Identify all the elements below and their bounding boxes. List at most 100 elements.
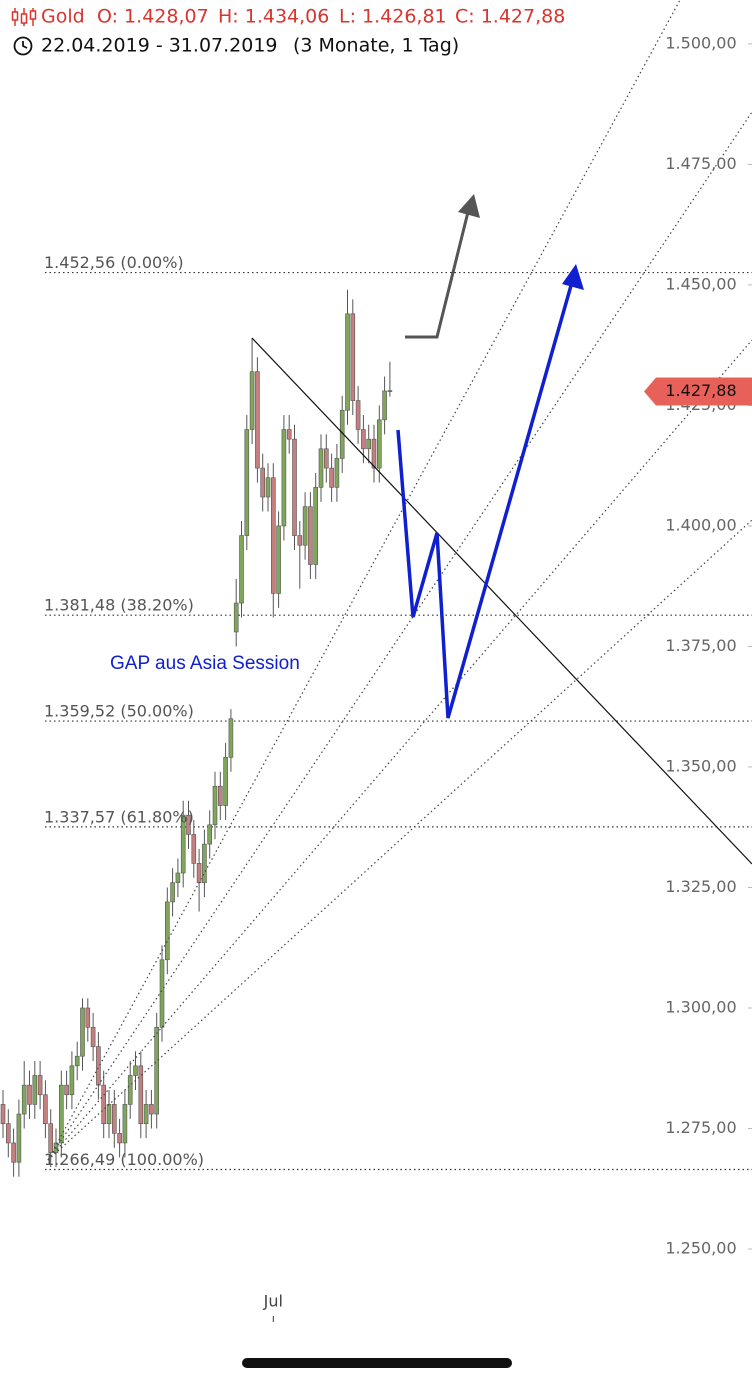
- price-tag-label: 1.427,88: [665, 381, 736, 400]
- candle-body: [0, 1104, 6, 1124]
- candle-body: [244, 429, 250, 536]
- clock-icon: [13, 36, 33, 56]
- candle-body: [180, 814, 186, 874]
- fib-label: 1.359,52 (50.00%): [44, 702, 194, 721]
- candle-body: [276, 525, 281, 594]
- candle-body: [313, 487, 319, 565]
- scenario-path: [396, 281, 574, 719]
- candle-body: [361, 429, 366, 450]
- close-value: C: 1.427,88: [455, 6, 565, 28]
- candle-body: [90, 1026, 96, 1047]
- candle-body: [122, 1104, 128, 1144]
- candle-body: [302, 506, 308, 546]
- candle-body: [159, 959, 165, 1028]
- candle-body: [64, 1084, 69, 1096]
- candle-body: [21, 1084, 27, 1115]
- candle-body: [345, 313, 350, 411]
- header: Gold O: 1.428,07 H: 1.434,06 L: 1.426,81…: [11, 6, 565, 57]
- high-value: H: 1.434,06: [218, 6, 329, 28]
- home-indicator: [242, 1358, 512, 1368]
- candle-body: [371, 438, 377, 469]
- candle-body: [382, 390, 387, 421]
- x-tick-label: Jul: [263, 1292, 283, 1311]
- candle-body: [58, 1084, 64, 1144]
- candle-body: [69, 1065, 75, 1096]
- candle-body: [292, 438, 297, 536]
- price-tag: [644, 377, 752, 406]
- candle-body: [80, 1007, 85, 1057]
- candle-body: [239, 535, 244, 604]
- symbol: Gold: [41, 6, 85, 28]
- candle-body: [255, 371, 260, 469]
- candle-body: [133, 1065, 138, 1076]
- fan-line: [47, 339, 752, 1161]
- candle-body: [270, 477, 276, 594]
- candle-body: [165, 901, 170, 961]
- candle-body: [323, 448, 329, 469]
- fib-label: 1.266,49 (100.00%): [44, 1150, 204, 1169]
- candle-body: [265, 477, 271, 498]
- arrow-head: [562, 264, 584, 290]
- candle-body: [74, 1055, 80, 1067]
- candle-body: [16, 1113, 22, 1163]
- candle-body: [127, 1075, 133, 1105]
- candle-body: [6, 1123, 11, 1144]
- y-tick-label: 1.275,00: [665, 1118, 736, 1137]
- candle-body: [43, 1094, 48, 1124]
- candle-body: [191, 834, 197, 864]
- y-tick-label: 1.300,00: [665, 997, 736, 1016]
- candle-body: [260, 467, 266, 498]
- candle-body: [170, 882, 175, 903]
- fan-line: [47, 0, 681, 1161]
- candle-body: [196, 863, 202, 883]
- candle-body: [355, 400, 361, 430]
- fib-label: 1.452,56 (0.00%): [44, 253, 184, 272]
- candle-body: [202, 843, 207, 883]
- fan-line: [47, 519, 752, 1161]
- y-tick-label: 1.450,00: [665, 274, 736, 293]
- candle-body: [143, 1104, 149, 1124]
- candle-body: [48, 1123, 54, 1153]
- candle-body: [106, 1104, 112, 1124]
- open-value: O: 1.428,07: [97, 6, 209, 28]
- low-value: L: 1.426,81: [339, 6, 447, 28]
- candle-body: [233, 602, 239, 633]
- y-tick-label: 1.350,00: [665, 756, 736, 775]
- fan-line: [47, 111, 752, 1161]
- candle-body: [218, 785, 223, 806]
- candle-body: [32, 1075, 38, 1105]
- y-tick-label: 1.475,00: [665, 154, 736, 173]
- y-tick-label: 1.375,00: [665, 636, 736, 655]
- fib-label: 1.337,57 (61.80%): [44, 807, 194, 826]
- candle-body: [101, 1084, 106, 1124]
- y-tick-label: 1.500,00: [665, 33, 736, 52]
- candle-body: [154, 1026, 159, 1115]
- candle-body: [350, 313, 356, 401]
- y-tick-label: 1.250,00: [665, 1239, 736, 1258]
- candle-body: [186, 814, 191, 835]
- trend-line: [251, 337, 752, 865]
- y-tick-label: 1.400,00: [665, 515, 736, 534]
- candle-body: [175, 872, 181, 883]
- candle-body: [212, 785, 218, 826]
- candle-body: [37, 1075, 43, 1096]
- candle-body: [387, 390, 393, 392]
- candle-body: [308, 506, 313, 565]
- annotation: GAP aus Asia Session: [110, 653, 300, 674]
- clock-hands: [22, 41, 28, 49]
- scenario-arrow: [405, 211, 470, 339]
- candle-body: [27, 1084, 32, 1105]
- candle-body: [207, 824, 212, 845]
- candle-body: [286, 429, 292, 440]
- candle-body: [149, 1104, 154, 1115]
- candle-body: [85, 1007, 91, 1028]
- arrow-head: [458, 194, 480, 218]
- period: (3 Monate, 1 Tag): [293, 35, 459, 57]
- candle-body: [96, 1046, 101, 1086]
- candle-body: [112, 1104, 117, 1134]
- candle-body: [138, 1065, 144, 1124]
- candle-body: [376, 419, 382, 469]
- candle-body: [228, 718, 234, 758]
